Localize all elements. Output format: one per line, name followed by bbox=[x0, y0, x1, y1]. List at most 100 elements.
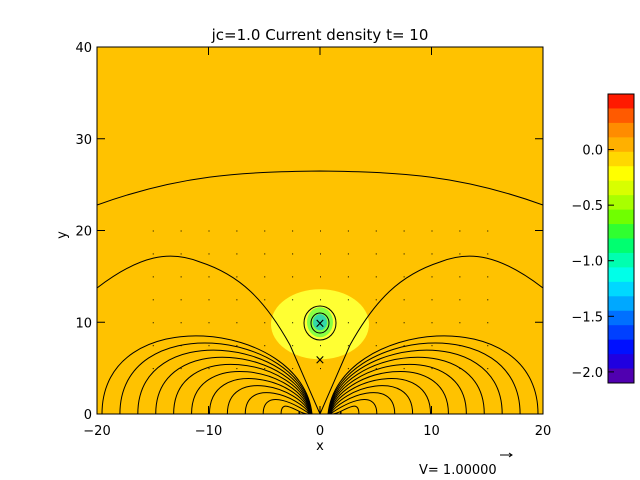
field-line-outer bbox=[97, 255, 543, 414]
field-line-arcade bbox=[262, 399, 378, 414]
velocity-dot bbox=[431, 253, 433, 255]
velocity-dot bbox=[320, 230, 321, 232]
velocity-dot bbox=[320, 253, 321, 255]
velocity-dot bbox=[320, 322, 321, 324]
field-line-top bbox=[97, 170, 543, 206]
field-line-arcade bbox=[155, 356, 485, 414]
velocity-dot bbox=[264, 230, 266, 232]
colorbar-swatch bbox=[608, 310, 634, 326]
velocity-dot bbox=[459, 345, 461, 347]
velocity-dot bbox=[180, 230, 182, 232]
velocity-dot bbox=[292, 368, 294, 370]
velocity-dot bbox=[292, 276, 294, 278]
field-line-arcade bbox=[101, 335, 539, 414]
y-axis-label: y bbox=[55, 231, 70, 239]
velocity-dot bbox=[292, 345, 294, 347]
velocity-dot bbox=[403, 299, 405, 301]
velocity-dot bbox=[347, 322, 349, 324]
colorbar-swatch bbox=[608, 137, 634, 153]
velocity-dot bbox=[208, 322, 210, 324]
x-point-marker: × bbox=[315, 353, 326, 368]
velocity-dot bbox=[180, 322, 182, 324]
velocity-dot bbox=[292, 230, 294, 232]
colorbar-swatch bbox=[608, 238, 634, 254]
velocity-dot bbox=[459, 299, 461, 301]
colorbar-swatch bbox=[608, 122, 634, 138]
y-axis: 0 10 20 30 40 bbox=[75, 41, 543, 423]
colorbar-tick-label: −2.0 bbox=[571, 366, 603, 381]
colorbar-swatch bbox=[608, 94, 634, 109]
colorbar-swatch bbox=[608, 151, 634, 167]
velocity-dot bbox=[347, 368, 349, 370]
x-tick-label: 10 bbox=[423, 424, 440, 439]
velocity-dot bbox=[403, 368, 405, 370]
velocity-dot bbox=[320, 368, 321, 370]
colorbar-swatch bbox=[608, 166, 634, 182]
velocity-dot bbox=[320, 345, 321, 347]
velocity-dot bbox=[236, 230, 238, 232]
colorbar-swatch bbox=[608, 281, 634, 297]
colorbar-swatch bbox=[608, 354, 634, 370]
velocity-dot bbox=[431, 368, 433, 370]
field-lines bbox=[97, 170, 543, 414]
velocity-dot bbox=[487, 253, 489, 255]
velocity-dot bbox=[180, 253, 182, 255]
velocity-dot bbox=[180, 299, 182, 301]
velocity-dot bbox=[236, 299, 238, 301]
colorbar-swatch bbox=[608, 195, 634, 211]
velocity-dot bbox=[264, 345, 266, 347]
velocity-dot bbox=[375, 345, 377, 347]
velocity-dot bbox=[264, 253, 266, 255]
y-tick-label: 30 bbox=[75, 133, 92, 148]
colorbar-swatch bbox=[608, 180, 634, 196]
velocity-dot bbox=[487, 299, 489, 301]
colorbar-tick-label: −0.5 bbox=[571, 199, 603, 214]
velocity-legend: V= 1.00000 bbox=[419, 452, 513, 478]
velocity-dot bbox=[431, 322, 433, 324]
velocity-vector-dots bbox=[152, 230, 489, 370]
velocity-legend-arrowhead bbox=[508, 452, 513, 458]
velocity-dot bbox=[487, 368, 489, 370]
x-axis: −20 −10 0 10 20 bbox=[83, 47, 551, 439]
colorbar-swatch bbox=[608, 224, 634, 239]
velocity-dot bbox=[375, 299, 377, 301]
velocity-dot bbox=[459, 368, 461, 370]
velocity-dot bbox=[403, 230, 405, 232]
velocity-dot bbox=[403, 276, 405, 278]
velocity-dot bbox=[347, 299, 349, 301]
velocity-dot bbox=[208, 345, 210, 347]
velocity-dot bbox=[152, 276, 154, 278]
colorbar-swatch bbox=[608, 108, 634, 124]
velocity-dot bbox=[375, 230, 377, 232]
velocity-dot bbox=[320, 276, 321, 278]
field-line-arcade bbox=[298, 411, 342, 414]
field-line-rope-inner bbox=[310, 312, 330, 334]
field-line-arcade bbox=[119, 342, 521, 414]
velocity-dot bbox=[236, 322, 238, 324]
colorbar-tick-label: −1.5 bbox=[571, 310, 603, 325]
velocity-dot bbox=[152, 299, 154, 301]
velocity-dot bbox=[208, 276, 210, 278]
velocity-dot bbox=[459, 253, 461, 255]
y-tick-label: 20 bbox=[75, 225, 92, 240]
velocity-dot bbox=[431, 230, 433, 232]
velocity-dot bbox=[403, 253, 405, 255]
velocity-dot bbox=[459, 322, 461, 324]
velocity-dot bbox=[375, 368, 377, 370]
velocity-dot bbox=[180, 276, 182, 278]
field-line-arcade bbox=[191, 370, 449, 414]
velocity-dot bbox=[236, 276, 238, 278]
y-tick-label: 10 bbox=[75, 316, 92, 331]
velocity-dot bbox=[264, 368, 266, 370]
colorbar-swatch bbox=[608, 296, 634, 312]
chart-title: jc=1.0 Current density t= 10 bbox=[211, 26, 429, 44]
field-line-arcade bbox=[173, 363, 467, 414]
field-line-arcade bbox=[226, 385, 414, 414]
velocity-dot bbox=[208, 230, 210, 232]
x-point-markers: ×× bbox=[315, 316, 326, 368]
velocity-dot bbox=[264, 322, 266, 324]
colorbar-ticks: 0.0 −0.5 −1.0 −1.5 −2.0 bbox=[571, 144, 614, 381]
velocity-dot bbox=[208, 368, 210, 370]
velocity-dot bbox=[431, 299, 433, 301]
colorbar-tick-label: 0.0 bbox=[582, 144, 603, 159]
